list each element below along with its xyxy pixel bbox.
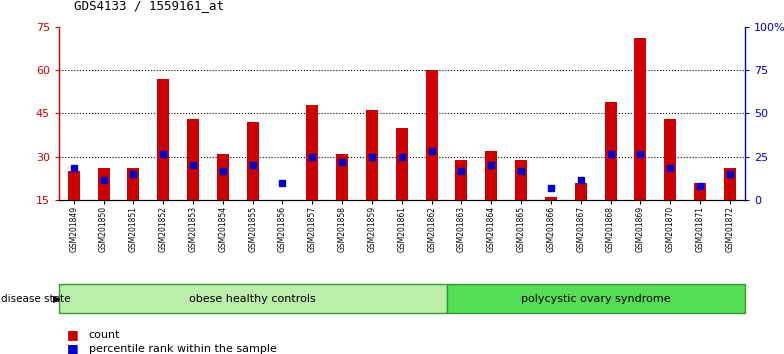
Bar — [396, 128, 408, 200]
Bar — [217, 154, 229, 200]
Bar — [724, 168, 736, 200]
Bar — [604, 102, 616, 200]
Text: count: count — [89, 330, 120, 339]
Bar — [575, 183, 586, 200]
Text: disease state: disease state — [1, 294, 71, 304]
Text: ■: ■ — [67, 328, 78, 341]
Bar — [187, 119, 199, 200]
Bar — [247, 122, 259, 200]
Bar — [127, 168, 140, 200]
Text: obese healthy controls: obese healthy controls — [189, 294, 316, 304]
Text: ▶: ▶ — [53, 294, 61, 304]
Text: GDS4133 / 1559161_at: GDS4133 / 1559161_at — [74, 0, 224, 12]
Bar — [515, 160, 527, 200]
Bar — [485, 151, 497, 200]
Bar — [694, 183, 706, 200]
Bar — [366, 110, 378, 200]
Bar — [545, 197, 557, 200]
Bar — [67, 171, 80, 200]
Bar — [97, 168, 110, 200]
Bar — [307, 105, 318, 200]
Bar — [336, 154, 348, 200]
Bar — [664, 119, 676, 200]
Text: polycystic ovary syndrome: polycystic ovary syndrome — [521, 294, 670, 304]
Bar — [158, 79, 169, 200]
Bar — [456, 160, 467, 200]
Bar — [634, 38, 646, 200]
Bar — [426, 70, 437, 200]
Text: ■: ■ — [67, 342, 78, 354]
Text: percentile rank within the sample: percentile rank within the sample — [89, 344, 277, 354]
